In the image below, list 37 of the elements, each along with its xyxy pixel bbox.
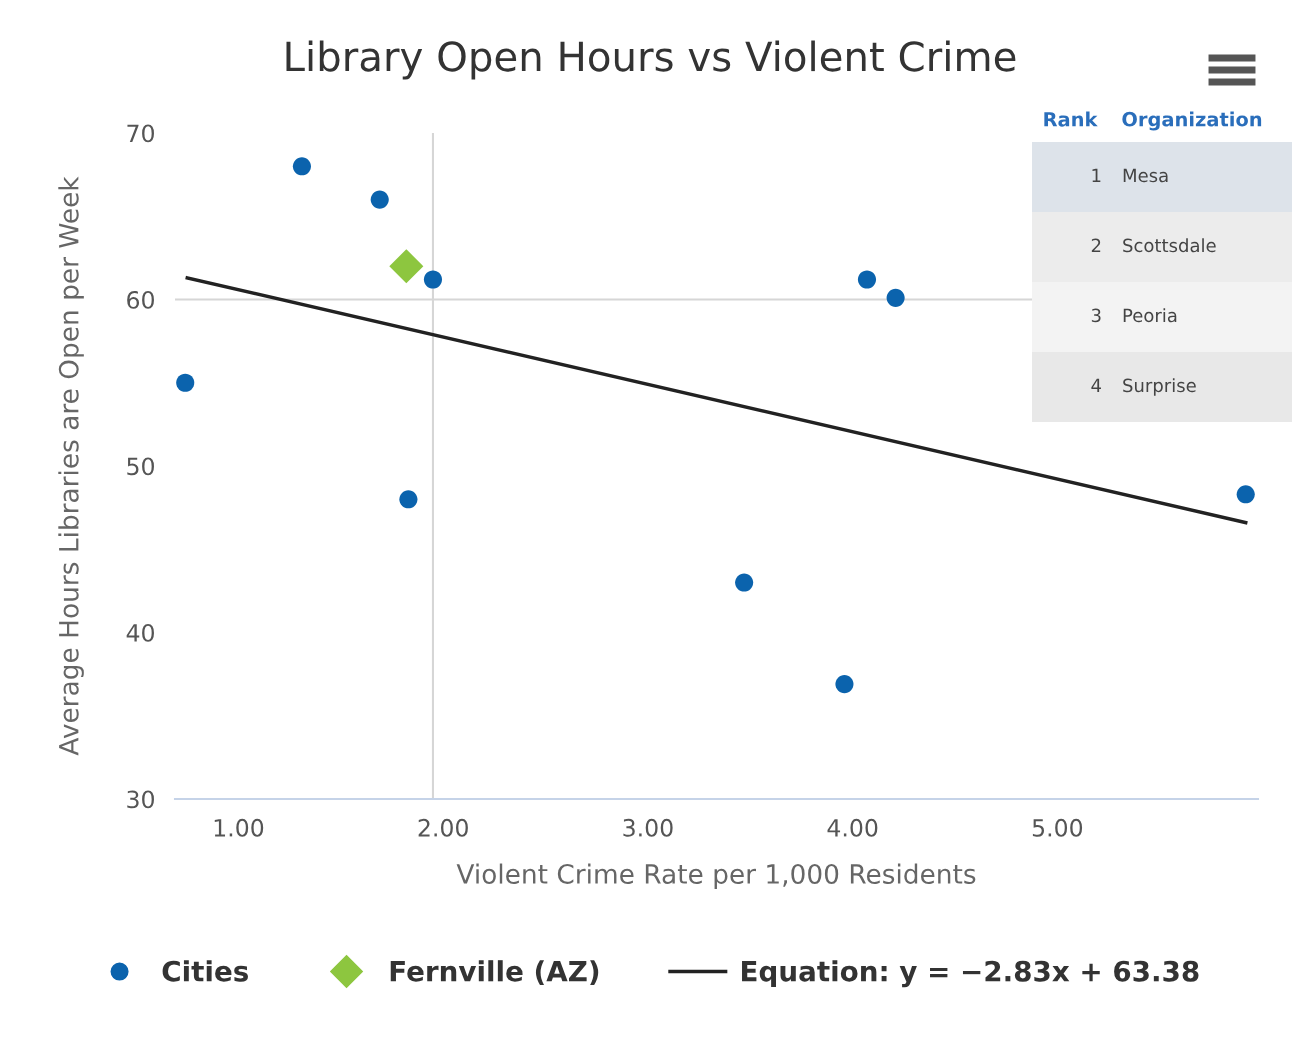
point <box>735 573 754 592</box>
text: Organization <box>1122 111 1262 131</box>
y-tick-label: 70 <box>127 124 154 143</box>
annotation: Mesa <box>1123 168 1168 183</box>
x-tick-label: 5.00 <box>1032 818 1083 837</box>
x-axis-title: Violent Crime Rate per 1,000 Residents <box>456 863 976 890</box>
y-tick-label: 30 <box>127 790 154 809</box>
annotation: 3 <box>1091 308 1101 323</box>
point <box>176 373 195 392</box>
annotation: 4 <box>1091 378 1101 392</box>
point <box>835 675 854 694</box>
y-tick-label: 40 <box>126 623 154 642</box>
point <box>292 157 311 176</box>
legend-label: Cities <box>162 960 248 982</box>
point <box>399 490 418 509</box>
point <box>370 190 389 209</box>
annotation: Peoria <box>1123 308 1177 323</box>
text: Rank <box>1044 111 1098 127</box>
annotation: 2 <box>1091 238 1101 252</box>
y-tick-label: 50 <box>127 457 154 476</box>
point <box>389 249 424 284</box>
annotation: 1 <box>1092 168 1101 182</box>
y-axis-title: Average Hours Libraries are Open per Week <box>58 176 84 756</box>
chart-title: Library Open Hours vs Violent Crime <box>286 40 1016 80</box>
x-tick-label: 4.00 <box>827 818 878 837</box>
legend-label: Equation: y = −2.83x + 63.38 <box>742 960 1199 988</box>
legend-label: Fernville (AZ) <box>390 960 599 985</box>
point <box>423 270 443 289</box>
x-tick-label: 1.00 <box>214 818 264 837</box>
point <box>1236 485 1255 504</box>
point <box>857 270 877 289</box>
x-tick-label: 2.00 <box>418 818 468 837</box>
x-tick-label: 3.00 <box>623 818 673 837</box>
point <box>886 288 905 307</box>
annotation: Surprise <box>1123 378 1196 396</box>
annotation: Scottsdale <box>1123 238 1216 253</box>
y-tick-label: 60 <box>127 290 154 309</box>
